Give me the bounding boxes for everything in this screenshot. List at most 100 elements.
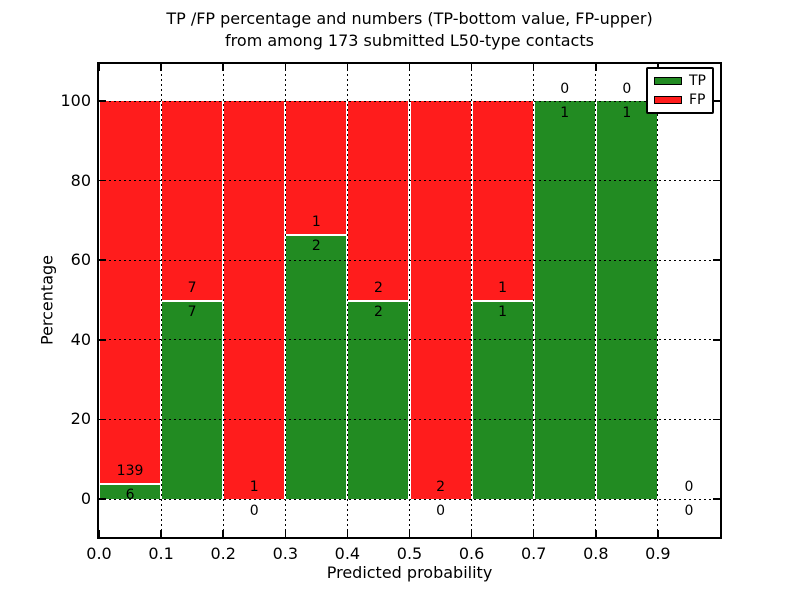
fp-count-label: 0 [560,81,570,97]
y-axis-label: Percentage [37,254,57,346]
x-tick-label: 0.5 [396,544,423,563]
bar-segment-tp [533,101,596,499]
x-tick-mark-top [532,64,535,71]
tp-count-label: 1 [560,105,570,121]
y-tick-mark-right [713,498,720,500]
tp-count-label: 2 [373,304,383,320]
bar-segment-tp [471,300,534,499]
y-tick-mark [99,100,106,102]
tp-color-swatch [654,77,682,85]
legend-entry-tp: TP [654,74,706,88]
bar-segment-fp [223,101,286,499]
bar-segment-fp [285,101,348,234]
axis-spine-right [720,62,722,539]
gridline-vertical [346,64,348,537]
tp-count-label: 1 [622,105,632,121]
bar-segment-tp [347,300,410,499]
fp-count-label: 7 [187,280,197,296]
fp-count-label: 0 [684,479,694,495]
x-tick-mark [284,530,287,537]
x-tick-mark-top [346,64,349,71]
gridline-vertical [284,64,286,537]
legend: TP FP [646,67,714,114]
bar-segment-fp [99,101,162,483]
x-tick-mark [657,530,659,537]
chart-title: TP /FP percentage and numbers (TP-bottom… [99,8,720,52]
y-tick-label: 40 [70,329,91,349]
x-tick-mark-top [595,64,597,71]
fp-count-label: 2 [373,280,383,296]
tp-count-label: 0 [684,503,694,519]
tp-count-label: 1 [498,304,508,320]
bar-segment-fp [409,101,472,499]
gridline-vertical [471,64,473,537]
y-tick-mark [99,339,106,341]
x-tick-label: 0.6 [458,544,485,563]
plot-area: 139 6 7 7 1 0 1 2 2 2 2 0 1 1 0 1 0 1 0 0 0 20 40 60 80 100 0.0 0.1… [60,62,722,563]
bar-segment-tp [595,101,658,499]
axis-spine-bottom [97,537,722,539]
x-tick-label: 0.2 [210,544,236,563]
bar-segment-tp [161,300,224,499]
y-tick-label: 20 [70,409,91,429]
y-tick-mark-right [713,418,720,421]
y-tick-mark-right [713,259,720,261]
x-tick-mark [98,530,100,537]
fp-count-label: 0 [622,81,632,97]
bar-segment-tp [285,233,348,499]
tp-count-label: 7 [187,304,197,320]
legend-entry-fp: FP [654,93,706,107]
x-tick-mark-top [284,64,287,71]
y-tick-mark-right [713,179,720,182]
fp-count-label: 1 [311,213,321,230]
bar-segment-fp [347,101,410,300]
fp-count-label: 1 [249,479,259,495]
y-tick-label: 0 [80,489,91,508]
gridline-vertical [160,64,162,537]
x-tick-mark [222,530,224,537]
chart-title-line2: from among 173 submitted L50-type contac… [225,31,594,50]
x-axis-label: Predicted probability [326,563,493,582]
fp-count-label: 1 [498,280,508,296]
y-tick-mark [99,179,106,182]
bar-segment-fp [161,101,224,300]
y-tick-label: 100 [60,91,91,110]
tp-count-label: 0 [249,503,259,519]
gridline-vertical [222,64,224,537]
x-tick-mark-top [470,64,473,71]
axis-spine-top [97,62,722,64]
y-tick-label: 80 [70,170,91,190]
gridline-vertical [595,64,597,537]
fp-count-label: 2 [436,479,445,495]
x-tick-mark [160,530,162,537]
x-tick-mark [532,530,535,537]
axis-spine-left [97,62,99,539]
gridline-vertical [657,64,659,537]
x-tick-mark-top [408,64,411,71]
x-tick-label: 0.9 [645,544,671,563]
x-tick-mark-top [98,64,100,71]
y-tick-mark [99,418,106,421]
x-tick-label: 0.0 [86,544,112,563]
bar-segment-fp [471,101,534,300]
x-tick-mark [346,530,349,537]
x-tick-label: 0.1 [148,544,174,563]
y-tick-mark-right [713,100,720,102]
gridline-vertical [409,64,410,537]
x-tick-mark-top [160,64,162,71]
y-tick-mark [99,498,106,500]
y-tick-label: 60 [70,250,91,270]
x-tick-mark [408,530,411,537]
x-tick-label: 0.4 [334,544,361,563]
fp-count-label: 139 [116,462,144,479]
x-tick-label: 0.7 [520,544,547,563]
x-tick-label: 0.8 [583,544,609,563]
chart-title-line1: TP /FP percentage and numbers (TP-bottom… [166,9,653,28]
fp-color-swatch [654,96,682,104]
y-tick-mark [99,259,106,261]
gridline-vertical [533,64,535,537]
y-tick-mark-right [713,339,720,341]
tp-count-label: 0 [436,503,445,519]
legend-label-tp: TP [689,73,706,89]
